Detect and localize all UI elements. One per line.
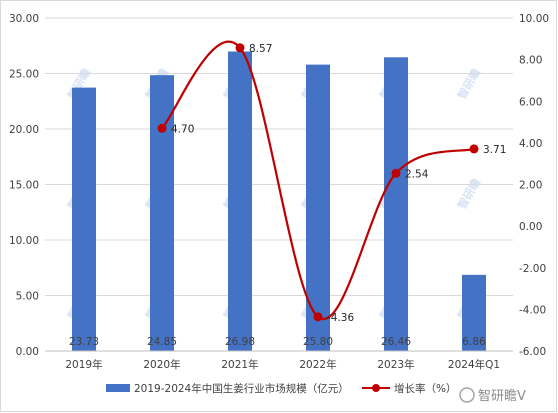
x-category-label: 2019年 — [65, 358, 102, 371]
brand-text: 智研瞻V — [478, 389, 526, 404]
bar — [72, 87, 96, 352]
y-left-tick-label: 5.00 — [16, 291, 39, 303]
x-category-label: 2021年 — [221, 358, 258, 371]
watermark-text: 智研瞻 — [454, 176, 483, 212]
y-left-tick-label: 10.00 — [9, 235, 39, 247]
y-right-tick-label: 4.00 — [519, 138, 542, 150]
growth-rate-data-label: 3.71 — [483, 144, 506, 156]
axes: 0.00 5.00 10.00 15.00 20.00 25.00 30.00 -6.00 -4… — [9, 13, 549, 371]
growth-rate-data-label: 2.54 — [405, 168, 429, 180]
bar-data-label: 6.86 — [462, 336, 486, 348]
bar-data-label: 26.46 — [381, 336, 411, 348]
legend-line-marker — [372, 384, 380, 392]
watermark-text: 智研瞻 — [454, 66, 483, 102]
legend: 2019-2024年中国生姜行业市场规模（亿元） 增长率（%） — [106, 382, 456, 395]
growth-rate-data-label: -4.36 — [327, 312, 354, 324]
bar-series — [72, 51, 486, 352]
y-right-tick-label: -2.00 — [519, 263, 546, 275]
y-right-tick-label: 8.00 — [519, 55, 542, 67]
line-series — [157, 40, 479, 322]
y-left-tick-label: 0.00 — [16, 346, 39, 358]
growth-rate-point — [157, 123, 167, 133]
brand-logo-icon — [459, 387, 475, 403]
growth-rate-point — [235, 43, 245, 53]
bar-data-label: 23.73 — [69, 336, 99, 348]
data-labels: 23.73 24.85 26.98 25.80 26.46 6.86 4.70 8.57 -4.… — [69, 43, 506, 348]
legend-line-label: 增长率（%） — [394, 382, 456, 395]
growth-rate-data-label: 4.70 — [171, 123, 194, 135]
bar — [462, 274, 486, 351]
bar — [306, 64, 330, 352]
y-left-tick-label: 20.00 — [9, 124, 39, 136]
legend-bar-swatch — [106, 384, 130, 392]
growth-rate-point — [391, 168, 401, 178]
x-category-label: 2022年 — [299, 358, 336, 371]
watermark-layer: 智研瞻智研瞻智研瞻智研瞻智研瞻智研瞻智研瞻智研瞻智研瞻智研瞻智研瞻智研瞻智研瞻智… — [64, 66, 483, 322]
brand-mark: 智研瞻V — [459, 387, 526, 404]
y-right-tick-label: 6.00 — [519, 96, 542, 108]
growth-rate-data-label: 8.57 — [249, 43, 272, 55]
x-category-label: 2023年 — [377, 358, 414, 371]
y-right-tick-label: -6.00 — [519, 346, 546, 358]
y-left-tick-label: 25.00 — [9, 69, 39, 81]
y-left-tick-label: 30.00 — [9, 13, 39, 25]
bar-data-label: 24.85 — [147, 336, 177, 348]
x-category-label: 2024年Q1 — [448, 358, 500, 371]
growth-rate-point — [469, 144, 479, 154]
bar — [150, 75, 174, 351]
y-left-tick-label: 15.00 — [9, 180, 39, 192]
bar-data-label: 26.98 — [225, 336, 255, 348]
x-category-label: 2020年 — [143, 358, 180, 371]
legend-bar-label: 2019-2024年中国生姜行业市场规模（亿元） — [134, 382, 349, 395]
y-right-tick-label: 10.00 — [519, 13, 549, 25]
y-right-tick-label: 0.00 — [519, 221, 542, 233]
bar — [228, 51, 252, 351]
growth-rate-point — [313, 312, 323, 322]
bar — [384, 57, 408, 351]
y-right-tick-label: -4.00 — [519, 304, 546, 316]
bar-data-label: 25.80 — [303, 336, 333, 348]
y-right-tick-label: 2.00 — [519, 180, 542, 192]
